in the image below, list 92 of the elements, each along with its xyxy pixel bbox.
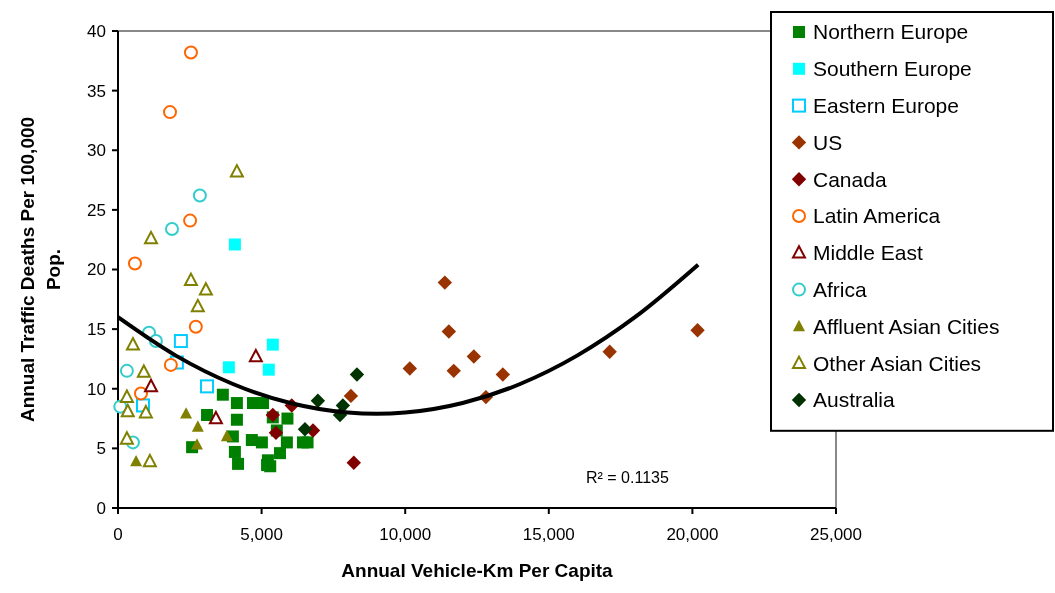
point (310, 393, 326, 408)
point (188, 319, 203, 334)
legend-label: Other Asian Cities (813, 351, 982, 375)
point (232, 457, 245, 470)
point (119, 431, 134, 445)
legend-label: Canada (813, 167, 887, 191)
x-tick-label: 15,000 (522, 525, 575, 544)
point (127, 256, 142, 271)
point (144, 378, 159, 393)
point (198, 282, 213, 296)
y-tick-label: 30 (87, 141, 106, 161)
point (200, 379, 215, 394)
point (346, 455, 361, 470)
point (297, 422, 313, 437)
point (163, 357, 178, 372)
legend-label: Latin America (813, 204, 941, 228)
point (228, 445, 241, 458)
point (190, 298, 205, 313)
legend-label: Africa (813, 277, 867, 301)
y-tick-label: 40 (87, 21, 106, 41)
point (281, 412, 294, 425)
legend-label: Australia (813, 388, 896, 412)
point (602, 344, 617, 359)
point (690, 323, 705, 338)
point (220, 429, 233, 442)
point (446, 363, 461, 379)
point (280, 436, 293, 449)
legend-label: Affluent Asian Cities (813, 314, 1000, 338)
point (142, 453, 157, 468)
point (265, 407, 280, 423)
y-tick-label: 10 (87, 379, 106, 399)
y-tick-label: 0 (96, 498, 106, 518)
legend-label: Eastern Europe (813, 93, 959, 117)
point (301, 436, 314, 449)
y-tick-label: 15 (87, 320, 106, 340)
point (180, 407, 193, 419)
x-tick-label: 0 (113, 525, 123, 544)
point (120, 403, 135, 418)
point (229, 164, 244, 178)
point (119, 389, 134, 403)
legend-label: Southern Europe (813, 57, 972, 81)
point (130, 454, 143, 467)
point (192, 188, 207, 203)
point (144, 230, 159, 245)
point (190, 438, 203, 450)
point (230, 413, 243, 426)
x-tick-label: 10,000 (379, 525, 432, 544)
point (268, 425, 284, 441)
point (466, 349, 482, 364)
point (138, 405, 153, 419)
legend-label: Middle East (813, 241, 923, 265)
point (441, 324, 457, 339)
point (248, 348, 263, 363)
point (201, 408, 214, 421)
point (222, 361, 235, 374)
point (228, 238, 241, 251)
point (183, 213, 198, 228)
point (216, 388, 229, 401)
point (183, 45, 198, 60)
point (162, 105, 177, 120)
x-tick-label: 25,000 (810, 525, 862, 544)
point (257, 397, 270, 410)
point (173, 334, 188, 349)
y-axis-title: Annual Traffic Deaths Per 100,000 Pop. (17, 116, 64, 423)
point (125, 337, 140, 351)
point (255, 436, 268, 449)
point (191, 420, 204, 432)
point (437, 275, 453, 290)
y-tick-label: 5 (96, 439, 106, 459)
point (495, 367, 511, 382)
point (402, 361, 417, 376)
point (164, 221, 179, 236)
point (183, 272, 198, 287)
x-axis-title: Annual Vehicle-Km Per Capita (341, 560, 614, 581)
y-tick-label: 20 (87, 260, 106, 280)
point (136, 364, 151, 378)
legend-label: US (813, 130, 843, 154)
annotation: R² = 0.1135 (586, 469, 669, 486)
point (230, 397, 243, 410)
point (343, 388, 359, 404)
y-tick-label: 35 (87, 81, 106, 101)
legend-label: Northern Europe (813, 20, 969, 44)
point (266, 338, 279, 351)
point (262, 363, 275, 376)
x-tick-label: 20,000 (666, 525, 719, 544)
point (119, 363, 134, 378)
point (349, 367, 365, 382)
point (133, 386, 148, 401)
point (273, 447, 286, 460)
y-tick-label: 25 (87, 200, 106, 220)
point (208, 410, 223, 425)
x-tick-label: 5,000 (240, 525, 283, 544)
